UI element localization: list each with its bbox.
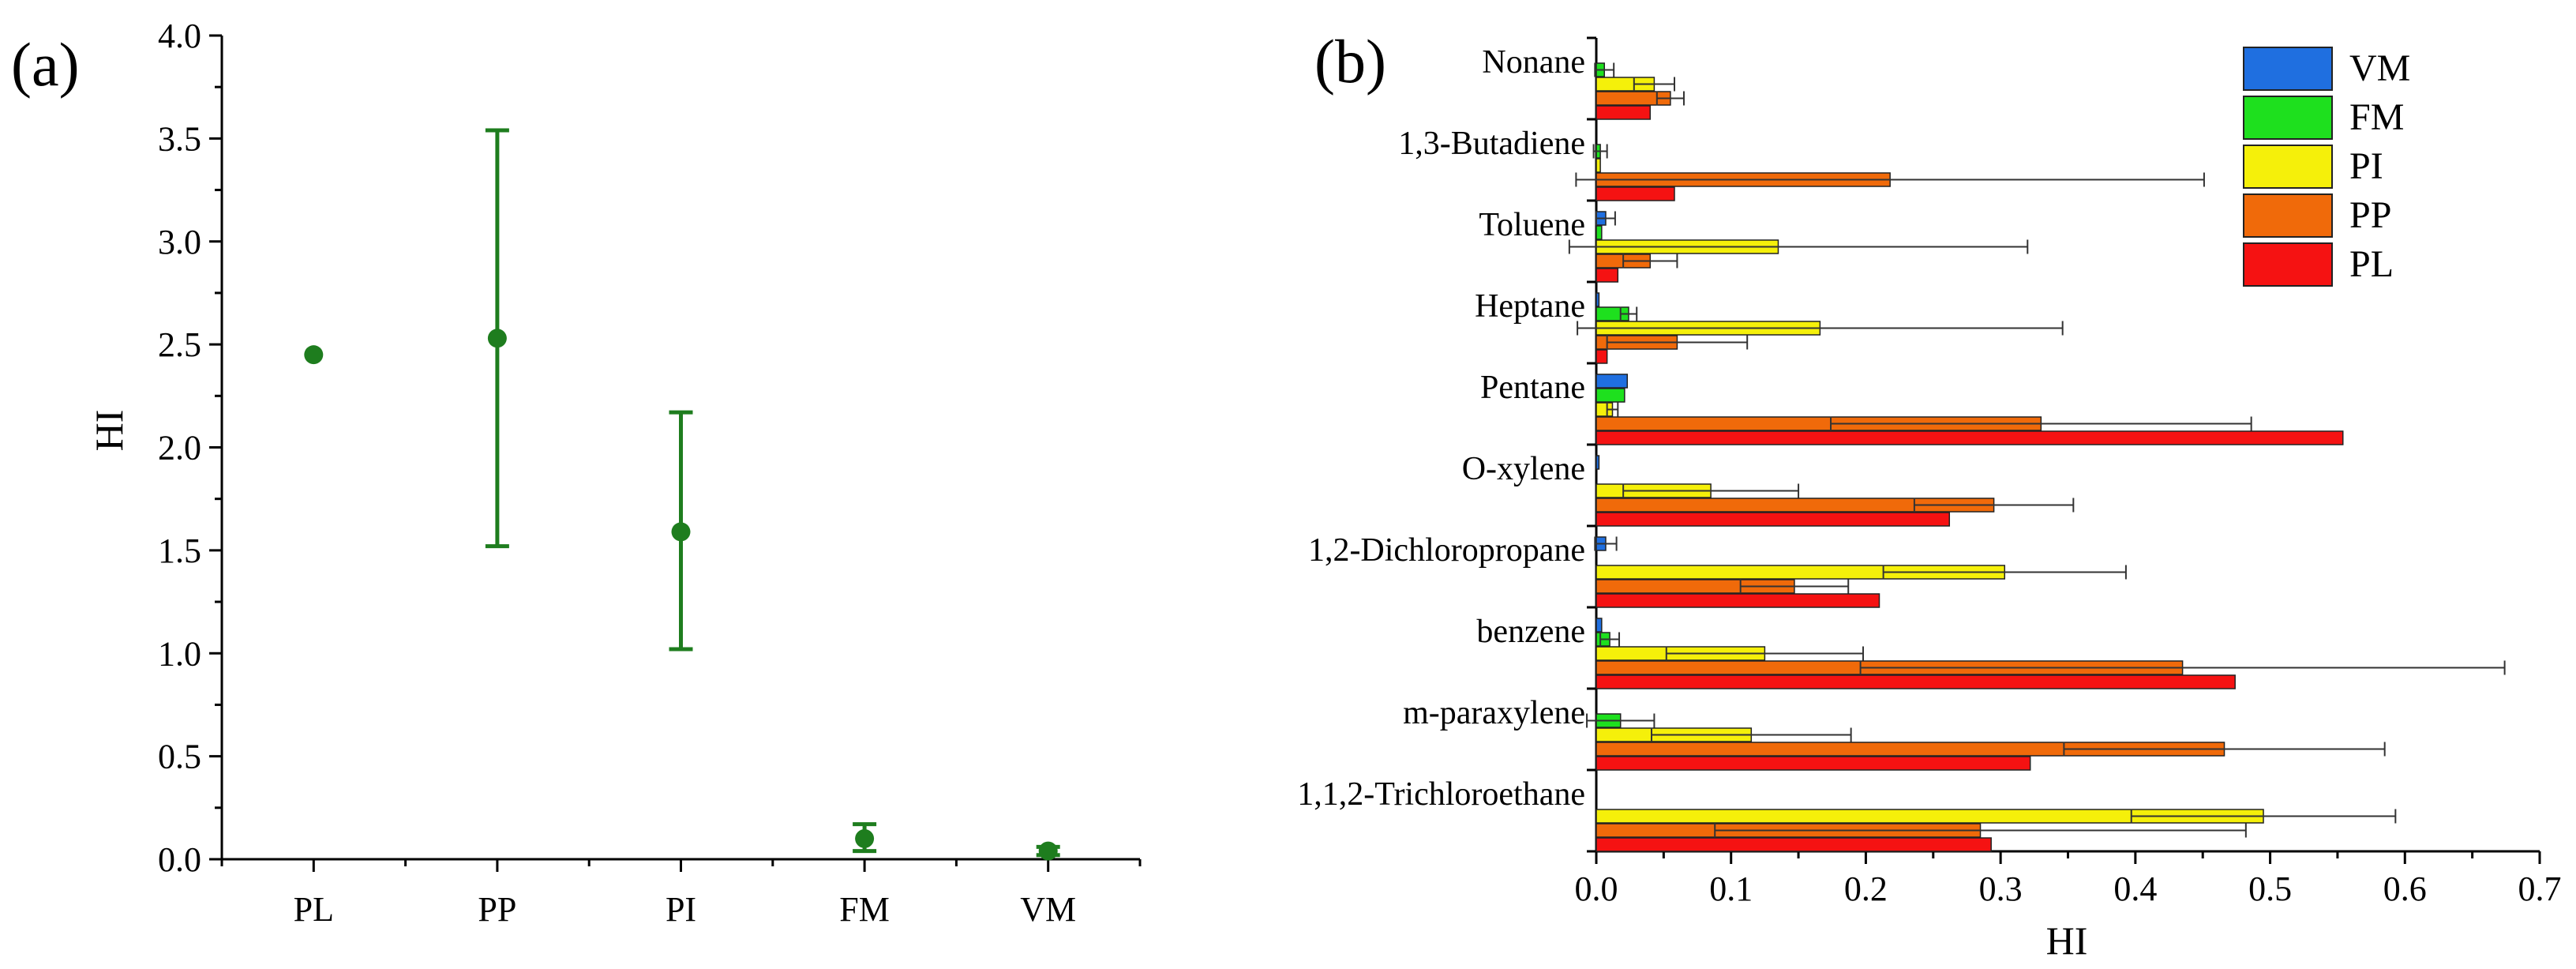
panel-b-category-label: Toluene: [1479, 207, 1585, 243]
legend-label: PI: [2349, 145, 2383, 187]
panel-a-y-tick-label: 2.5: [158, 325, 201, 364]
panel-b-bar: [1595, 374, 1629, 389]
panel-a-x-tick-label: PP: [478, 890, 516, 929]
panel-a-x-tick-label: PI: [666, 890, 696, 929]
panel-b-category-label: Heptane: [1475, 288, 1585, 325]
panel-b-x-tick-label: 0.3: [1979, 869, 2023, 908]
legend-swatch: [2243, 47, 2333, 91]
panel-a-y-tick-label: 1.5: [158, 531, 201, 570]
panel-a-x-tick-label: VM: [1020, 890, 1076, 929]
panel-b-bar: [1595, 512, 1951, 527]
panel-b-category-label: m-paraxylene: [1403, 695, 1585, 731]
panel-b-category-label: 1,2-Dichloropropane: [1308, 532, 1585, 569]
panel-b-bar: [1595, 292, 1600, 307]
legend-swatch: [2243, 145, 2333, 189]
panel-b-x-axis-title: HI: [2046, 918, 2088, 963]
panel-b-bar: [1595, 388, 1625, 403]
panel-a-data-point: [671, 522, 691, 542]
panel-b-x-tick-label: 0.2: [1844, 869, 1888, 908]
panel-b-category-label: Pentane: [1480, 370, 1585, 406]
panel-b-bar: [1595, 430, 2344, 445]
panel-b-bar: [1595, 756, 2031, 771]
panel-b-bar: [1595, 349, 1608, 364]
panel-b-x-tick-label: 0.4: [2113, 869, 2157, 908]
panel-a-data-point: [487, 329, 507, 348]
panel-a-y-tick-label: 1.0: [158, 634, 201, 673]
panel-a-y-tick-label: 0.0: [158, 840, 201, 879]
panel-a-data-point: [855, 828, 875, 848]
panel-a-x-tick-label: FM: [839, 890, 890, 929]
panel-a-data-point: [304, 345, 324, 365]
panel-a-chart: (a) HI 0.0 0.5 1.0 1.5 2.0 2.5 3.0 3.5 4.0 PL PP PI…: [11, 17, 1142, 929]
panel-b-bar: [1595, 158, 1601, 173]
panel-b-x-tick-label: 0.0: [1575, 869, 1618, 908]
panel-a-y-axis-title: HI: [87, 410, 131, 452]
panel-b-label: (b): [1314, 27, 1386, 96]
panel-a-y-tick-label: 3.5: [158, 119, 201, 158]
legend-swatch: [2243, 242, 2333, 287]
panel-a-y-tick-label: 4.0: [158, 17, 201, 55]
legend-label: FM: [2349, 96, 2404, 138]
panel-b-x-tick-label: 0.6: [2383, 869, 2427, 908]
legend-label: PP: [2349, 194, 2391, 236]
legend-swatch: [2243, 96, 2333, 140]
panel-a-y-tick-label: 0.5: [158, 738, 201, 776]
panel-b-x-tick-label: 0.7: [2518, 869, 2562, 908]
panel-b-bar: [1595, 105, 1652, 120]
panel-b-bar: [1595, 593, 1880, 608]
panel-b-x-tick-label: 0.5: [2248, 869, 2292, 908]
panel-b-category-label: 1,3-Butadiene: [1398, 126, 1585, 162]
panel-b-legend: VM FM PI PP PL: [2243, 47, 2410, 287]
panel-b-bar: [1595, 455, 1600, 470]
panel-b-bar: [1595, 186, 1675, 201]
panel-b-chart: (b) HI 0.0 0.1 0.2 0.3 0.4 0.5 0.6 0.7 Nonane 1,…: [1297, 27, 2561, 963]
panel-a-y-tick-label: 2.0: [158, 429, 201, 468]
panel-a-x-tick-label: PL: [294, 890, 334, 929]
panel-a-label: (a): [11, 30, 80, 99]
panel-b-category-label: Nonane: [1482, 44, 1585, 81]
panel-b-bar: [1595, 618, 1603, 633]
panel-b-bar: [1595, 674, 2236, 689]
legend-swatch: [2243, 193, 2333, 238]
legend-label: VM: [2349, 47, 2410, 89]
panel-b-bar: [1595, 268, 1619, 283]
panel-b-category-label: O-xylene: [1462, 451, 1585, 487]
panel-a-y-tick-label: 3.0: [158, 223, 201, 261]
legend-label: PL: [2349, 243, 2394, 285]
panel-b-category-label: benzene: [1476, 614, 1585, 650]
panel-b-bar: [1595, 225, 1603, 240]
panel-b-x-tick-label: 0.1: [1709, 869, 1753, 908]
panel-b-category-label: 1,1,2-Trichloroethane: [1297, 776, 1585, 813]
panel-b-bar: [1595, 837, 1992, 852]
panel-a-data-point: [1038, 841, 1058, 861]
